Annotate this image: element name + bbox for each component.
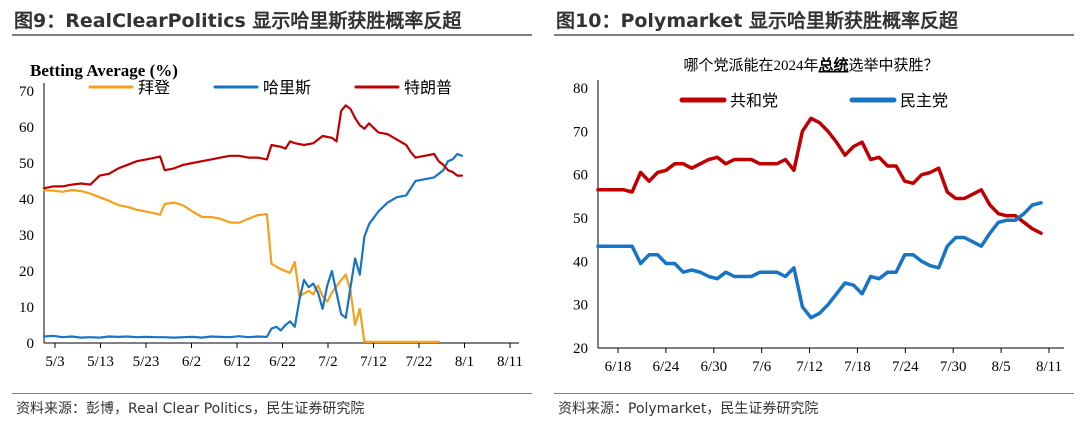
x-tick-label: 8/1	[455, 354, 474, 370]
x-tick-label: 6/24	[653, 359, 680, 375]
figure-9-source: 资料来源：彭博，Real Clear Politics，民生证券研究院	[16, 401, 365, 417]
x-tick-label: 8/11	[497, 354, 523, 370]
x-tick-label: 6/2	[182, 354, 201, 370]
series-line	[42, 188, 440, 343]
figure-10-top-rule	[554, 34, 1074, 36]
x-tick-label: 7/18	[844, 359, 871, 375]
x-tick-label: 7/2	[318, 354, 337, 370]
x-tick-label: 7/12	[360, 354, 387, 370]
figure-10-source: 资料来源：Polymarket，民生证券研究院	[558, 401, 819, 417]
figure-10-panel: 图10：Polymarket 显示哈里斯获胜概率反超 哪个党派能在2024年总统…	[542, 0, 1080, 426]
figure-9-top-rule	[12, 34, 532, 36]
y-tick-label: 20	[573, 341, 588, 357]
y-tick-label: 60	[19, 120, 34, 136]
x-tick-label: 6/30	[700, 359, 727, 375]
figure-10-bottom-rule	[554, 393, 1074, 394]
x-tick-label: 5/13	[87, 354, 114, 370]
y-tick-label: 50	[19, 156, 34, 172]
series-line	[42, 104, 463, 190]
question-bold: 总统	[818, 56, 848, 74]
y-tick-label: 50	[573, 211, 588, 227]
x-tick-label: 7/30	[940, 359, 967, 375]
y-tick-label: 60	[573, 168, 588, 184]
x-tick-label: 8/5	[992, 359, 1011, 375]
figure-9-bottom-rule	[12, 393, 532, 394]
series-line	[42, 152, 463, 339]
y-tick-label: 40	[19, 192, 34, 208]
y-tick-label: 30	[19, 228, 34, 244]
rcp-betting-average-chart: 0 10 20 30 40 50 60 70 5/3 5/13 5/23 6/2 6/12 6/22 7/2…	[19, 61, 523, 370]
question-suffix: 选举中获胜？	[849, 57, 939, 74]
x-tick-label: 7/6	[752, 359, 772, 375]
y-tick-label: 10	[19, 300, 34, 316]
legend-label: 哈里斯	[263, 78, 311, 97]
y-tick-label: 40	[573, 254, 588, 270]
figure-10-title: 图10：Polymarket 显示哈里斯获胜概率反超	[556, 10, 959, 32]
x-tick-label: 8/11	[1036, 359, 1062, 375]
legend-label: 拜登	[138, 78, 170, 97]
x-tick-label: 7/24	[892, 359, 919, 375]
figure-9-panel: 图9：RealClearPolitics 显示哈里斯获胜概率反超 0 10 20 30…	[0, 0, 538, 426]
x-tick-label: 6/18	[605, 359, 632, 375]
series-line	[596, 201, 1043, 320]
y-tick-label: 0	[27, 336, 35, 352]
y-tick-label: 70	[19, 84, 34, 100]
figure-9-title: 图9：RealClearPolitics 显示哈里斯获胜概率反超	[14, 10, 462, 32]
x-tick-label: 7/12	[796, 359, 823, 375]
chart-question: 哪个党派能在2024年总统选举中获胜？	[683, 56, 938, 74]
question-prefix: 哪个党派能在2024年	[683, 57, 818, 74]
x-tick-label: 5/3	[45, 354, 64, 370]
x-tick-label: 7/22	[406, 354, 433, 370]
legend-label: 民主党	[900, 91, 948, 110]
polymarket-odds-chart: 哪个党派能在2024年总统选举中获胜？ 20 30 40 50 60 70 80 6/18 6/…	[573, 56, 1064, 375]
x-tick-label: 6/12	[224, 354, 251, 370]
y-tick-label: 80	[573, 81, 588, 97]
series-line	[596, 116, 1043, 235]
x-tick-label: 6/22	[269, 354, 296, 370]
y-tick-label: 30	[573, 298, 588, 314]
x-tick-label: 5/23	[133, 354, 160, 370]
legend-label: 共和党	[730, 91, 778, 110]
y-axis-title: Betting Average (%)	[30, 61, 178, 80]
y-tick-label: 20	[19, 264, 34, 280]
y-tick-label: 70	[573, 124, 588, 140]
legend-label: 特朗普	[404, 78, 452, 97]
